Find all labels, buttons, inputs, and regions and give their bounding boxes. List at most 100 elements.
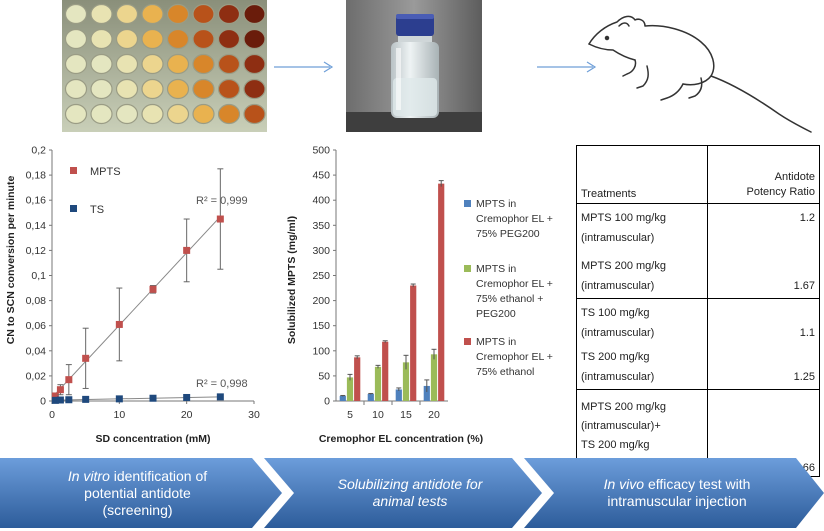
- bar: [354, 357, 361, 401]
- well: [166, 28, 190, 50]
- step-1-line-1: In vitro identification of: [68, 468, 207, 485]
- x-tick-label: 15: [400, 409, 412, 421]
- legend-marker-ethanol: [464, 338, 471, 345]
- step-label-2: Solubilizing antidote for animal tests: [290, 458, 530, 528]
- data-point-ts: [149, 394, 157, 402]
- header-potency-line1: Antidote: [774, 171, 815, 183]
- bar: [346, 377, 354, 401]
- well: [217, 53, 241, 75]
- well: [192, 3, 215, 25]
- legend-marker-mpts: [70, 167, 77, 174]
- well: [243, 103, 266, 125]
- data-point-mpts: [183, 246, 191, 254]
- y-axis-label: Solubilized MPTS (mg/ml): [286, 216, 298, 344]
- trendline-ts: [51, 396, 221, 401]
- well: [141, 3, 164, 25]
- well: [243, 3, 266, 25]
- arrow-right-icon: [537, 61, 597, 73]
- x-tick-label: 0: [49, 409, 55, 421]
- well: [115, 3, 139, 25]
- treatment-line: MPTS 200 mg/kg: [581, 260, 666, 272]
- well: [90, 28, 113, 50]
- y-tick-label: 150: [312, 320, 330, 332]
- well: [192, 53, 215, 75]
- well: [141, 78, 164, 100]
- well: [166, 103, 190, 125]
- treatment-line: (intramuscular): [581, 371, 655, 383]
- y-tick-label: 100: [312, 345, 330, 357]
- bar: [374, 366, 382, 401]
- treatment-line: TS 100 mg/kg: [581, 307, 650, 319]
- step-2-line-2: animal tests: [372, 493, 448, 509]
- treatment-line: MPTS 100 mg/kg: [581, 212, 666, 224]
- well-plate-photo: [62, 0, 267, 132]
- vial-photo: [346, 0, 482, 132]
- well: [166, 53, 190, 75]
- potency-value: 1.1: [799, 327, 815, 339]
- well: [243, 53, 266, 75]
- data-point-mpts: [115, 320, 123, 328]
- y-tick-label: 450: [312, 170, 330, 182]
- table-header-row: Treatments Antidote Potency Ratio: [576, 145, 820, 204]
- bar: [339, 395, 346, 401]
- y-tick-label: 0,18: [26, 170, 47, 182]
- data-point-mpts: [56, 386, 64, 394]
- y-tick-label: 0,2: [31, 145, 46, 157]
- well: [166, 3, 190, 25]
- step-chevron-2: [264, 458, 542, 528]
- table-row: TS 100 mg/kg (intramuscular) TS 200 mg/k…: [576, 298, 820, 390]
- step-1-line-3: (screening): [102, 501, 173, 518]
- trendline-mpts: [51, 216, 221, 398]
- treatment-line: TS 200 mg/kg: [581, 439, 650, 451]
- step-2-line-1: Solubilizing antidote for: [337, 476, 483, 492]
- y-tick-label: 50: [318, 370, 330, 382]
- legend-marker-ts: [70, 205, 77, 212]
- header-potency: Antidote Potency Ratio: [707, 145, 820, 204]
- well: [64, 53, 88, 75]
- well: [141, 28, 164, 50]
- treatment-line: (intramuscular): [581, 280, 655, 292]
- treatment-line: (intramuscular): [581, 327, 655, 339]
- step-3-rest: efficacy test with: [644, 476, 751, 492]
- legend-label-ethanol: MPTS in Cremophor EL + 75% ethanol: [476, 336, 556, 378]
- y-tick-label: 0,08: [26, 295, 47, 307]
- legend-label-ts: TS: [90, 204, 104, 216]
- y-tick-label: 0,04: [26, 345, 47, 357]
- y-tick-label: 0,12: [26, 245, 47, 257]
- well: [115, 53, 139, 75]
- y-tick-label: 300: [312, 245, 330, 257]
- data-point-ts: [51, 396, 59, 404]
- bar: [402, 362, 410, 401]
- data-point-ts: [82, 395, 90, 403]
- arrow-right-icon: [274, 61, 334, 73]
- y-tick-label: 0: [40, 396, 46, 408]
- treatment-line: MPTS 200 mg/kg: [581, 401, 666, 413]
- step-label-1: In vitro identification of potential ant…: [10, 458, 265, 528]
- well: [166, 78, 190, 100]
- legend-marker-peg200: [464, 200, 471, 207]
- x-tick-label: 20: [181, 409, 193, 421]
- legend-label-peg200: MPTS in Cremophor EL + 75% PEG200: [476, 198, 556, 240]
- x-tick-label: 20: [428, 409, 440, 421]
- step-3-line-2: intramuscular injection: [607, 493, 747, 509]
- header-potency-line2: Potency Ratio: [746, 186, 815, 198]
- data-point-ts: [115, 395, 123, 403]
- r-squared-ts: R² = 0,998: [196, 378, 248, 390]
- step-1-rest: identification of: [109, 467, 208, 484]
- well: [141, 53, 164, 75]
- well: [217, 103, 241, 125]
- bar: [367, 393, 374, 401]
- data-point-ts: [183, 393, 191, 401]
- data-point-ts: [65, 396, 73, 404]
- legend-label-ethanol-peg200: MPTS in Cremophor EL + 75% ethanol + PEG…: [476, 263, 556, 320]
- r-squared-mpts: R² = 0,999: [196, 195, 248, 207]
- treatment-line: TS 200 mg/kg: [581, 351, 650, 363]
- legend-marker-ethanol-peg200: [464, 265, 471, 272]
- legend-line: 75% ethanol +: [476, 293, 543, 305]
- treatment-line: (intramuscular): [581, 232, 655, 244]
- data-point-ts: [56, 396, 64, 404]
- well: [90, 103, 113, 125]
- bar: [382, 341, 389, 401]
- y-tick-label: 0,02: [26, 370, 47, 382]
- step-chevron-1: [0, 458, 282, 528]
